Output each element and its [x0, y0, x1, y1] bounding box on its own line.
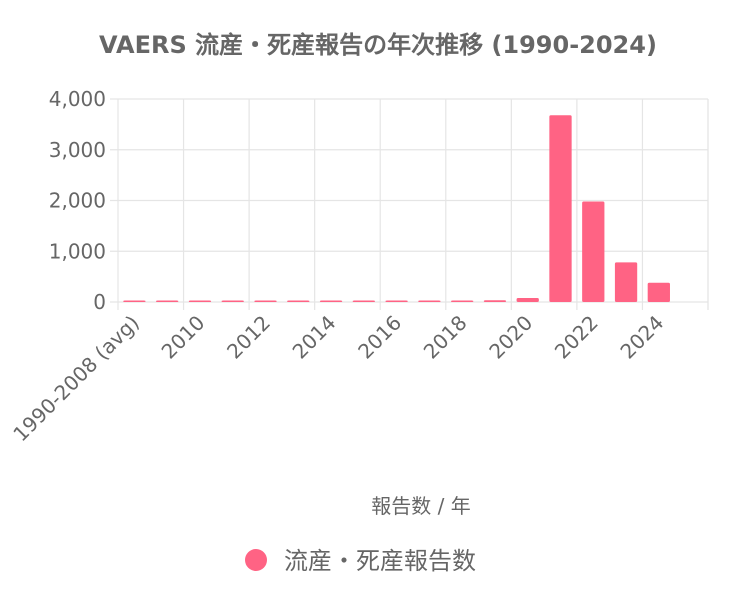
- x-tick-label: 2022: [550, 311, 603, 364]
- x-tick-label: 2012: [222, 311, 275, 364]
- bar[interactable]: [123, 300, 146, 303]
- y-axis-ticks: 0 1,000 2,000 3,000 4,000: [49, 87, 106, 314]
- bar[interactable]: [156, 300, 179, 303]
- chart-title: VAERS 流産・死産報告の年次推移 (1990-2024): [99, 31, 657, 59]
- legend[interactable]: 流産・死産報告数: [245, 547, 476, 575]
- bar[interactable]: [549, 115, 572, 303]
- bars: [123, 115, 670, 303]
- x-tick-label: 2020: [484, 311, 537, 364]
- bar[interactable]: [582, 201, 605, 302]
- x-tick-label: 2018: [419, 311, 472, 364]
- x-axis-ticks: 1990-2008 (avg) 2010 2012 2014 2016 2018 2020 2…: [8, 311, 668, 447]
- bar[interactable]: [418, 300, 441, 303]
- y-tick-label: 3,000: [49, 138, 106, 162]
- y-tick-label: 0: [93, 290, 106, 314]
- legend-swatch: [245, 549, 267, 571]
- x-tick-label: 2016: [353, 311, 406, 364]
- bar[interactable]: [451, 300, 474, 303]
- bar[interactable]: [352, 300, 375, 303]
- bar[interactable]: [319, 300, 343, 303]
- bar[interactable]: [614, 262, 638, 302]
- x-axis-title: 報告数 / 年: [371, 494, 470, 518]
- bar[interactable]: [287, 300, 310, 303]
- x-tick-label: 2010: [157, 311, 210, 364]
- y-tick-label: 1,000: [49, 239, 106, 263]
- x-tick-label: 2014: [288, 311, 341, 364]
- x-tick-label: 1990-2008 (avg): [8, 311, 144, 447]
- legend-label: 流産・死産報告数: [284, 547, 476, 575]
- bar[interactable]: [483, 300, 507, 302]
- y-tick-label: 2,000: [49, 189, 106, 213]
- x-tick-label: 2024: [615, 311, 668, 364]
- bar[interactable]: [647, 282, 670, 302]
- bar[interactable]: [385, 300, 408, 303]
- y-tick-label: 4,000: [49, 87, 106, 111]
- bar[interactable]: [221, 300, 244, 303]
- grid-lines: [110, 98, 709, 310]
- bar[interactable]: [516, 297, 539, 302]
- bar[interactable]: [254, 300, 277, 303]
- bar[interactable]: [188, 300, 212, 303]
